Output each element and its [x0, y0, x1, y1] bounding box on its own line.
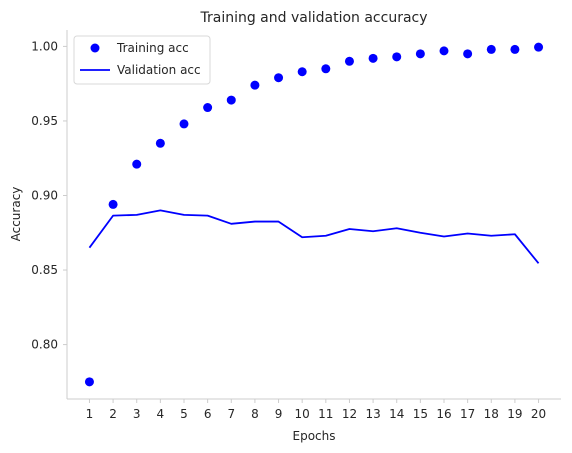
training-acc-point [439, 46, 449, 56]
training-acc-point [84, 377, 94, 387]
x-ticks: 1 2 3 4 5 6 7 8 9 10 11 12 13 14 15 16 17 18 19 20 [86, 399, 546, 421]
legend-label-validation: Validation acc [117, 63, 201, 77]
training-acc-point [250, 80, 260, 90]
training-acc-point [486, 44, 496, 54]
training-acc-point [297, 67, 307, 77]
x-tick-label: 3 [133, 407, 141, 421]
training-acc-point [463, 49, 473, 59]
plot-area [84, 42, 544, 387]
training-acc-point [155, 138, 165, 148]
x-tick-label: 16 [436, 407, 451, 421]
training-acc-point [344, 56, 354, 66]
x-tick-label: 12 [342, 407, 357, 421]
training-acc-point [510, 44, 520, 54]
training-acc-point [368, 53, 378, 63]
x-tick-label: 18 [484, 407, 499, 421]
y-ticks: 0.80 0.85 0.90 0.95 1.00 [31, 39, 67, 352]
x-tick-label: 13 [365, 407, 380, 421]
x-tick-label: 20 [531, 407, 546, 421]
x-tick-label: 5 [180, 407, 188, 421]
training-acc-point [108, 199, 118, 209]
y-tick-label: 0.80 [31, 338, 58, 352]
legend-box [73, 35, 211, 85]
x-tick-label: 7 [227, 407, 235, 421]
training-acc-point [274, 73, 284, 83]
x-tick-label: 19 [507, 407, 522, 421]
x-tick-label: 17 [460, 407, 475, 421]
x-tick-label: 11 [318, 407, 333, 421]
training-acc-point [534, 42, 544, 52]
x-tick-label: 9 [275, 407, 283, 421]
x-axis-label: Epochs [293, 429, 336, 443]
legend: Training acc Validation acc [73, 35, 211, 85]
legend-label-training: Training acc [116, 41, 189, 55]
x-tick-label: 8 [251, 407, 259, 421]
validation-acc-line [88, 209, 540, 264]
x-tick-label: 15 [413, 407, 428, 421]
x-tick-label: 10 [295, 407, 310, 421]
x-tick-label: 4 [157, 407, 165, 421]
chart-title: Training and validation accuracy [199, 10, 427, 26]
training-acc-point [226, 95, 236, 105]
x-tick-label: 2 [109, 407, 117, 421]
training-acc-point [321, 64, 331, 74]
training-acc-point [203, 103, 213, 113]
legend-marker-training [90, 43, 100, 53]
y-tick-label: 1.00 [31, 39, 58, 53]
y-tick-label: 0.90 [31, 188, 58, 202]
x-tick-label: 14 [389, 407, 404, 421]
training-acc-point [392, 52, 402, 62]
y-tick-label: 0.85 [31, 263, 58, 277]
training-acc-point [415, 49, 425, 59]
y-axis-label: Accuracy [9, 187, 23, 242]
training-acc-point [179, 119, 189, 129]
y-tick-label: 0.95 [31, 114, 58, 128]
training-acc-point [132, 159, 142, 169]
x-tick-label: 1 [86, 407, 94, 421]
x-tick-label: 6 [204, 407, 212, 421]
